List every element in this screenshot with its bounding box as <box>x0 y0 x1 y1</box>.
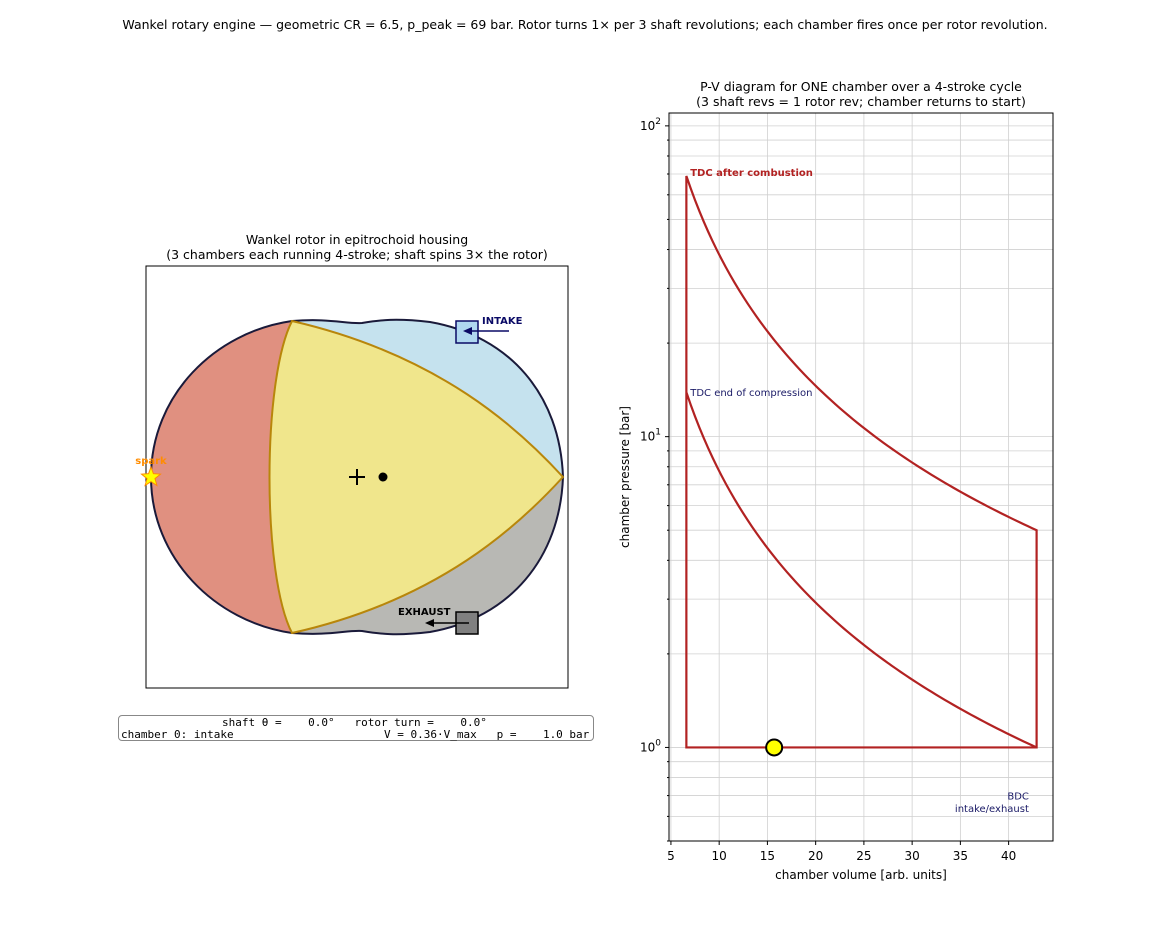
intake-arrow-icon <box>463 327 509 335</box>
spark-star-icon <box>140 465 162 487</box>
x-tick-label: 40 <box>1001 849 1016 863</box>
spark-label: spark <box>135 456 167 467</box>
chart-annotation-1: TDC end of compression <box>689 388 812 399</box>
status-line-1: shaft θ = 0.0° rotor turn = 0.0° <box>222 716 487 729</box>
chart-ylabel: chamber pressure [bar] <box>618 406 632 548</box>
pv-cycle-line <box>685 175 1038 749</box>
x-tick-label: 10 <box>712 849 727 863</box>
x-tick-label: 15 <box>760 849 775 863</box>
chamber-exhaust <box>292 477 563 635</box>
x-tick-label: 35 <box>953 849 968 863</box>
status-line-2-values: V = 0.36·V_max p = 1.0 bar <box>384 728 590 741</box>
chart-title-1: P-V diagram for ONE chamber over a 4-str… <box>700 79 1022 94</box>
x-tick-label: 30 <box>904 849 919 863</box>
chart-title-2: (3 shaft revs = 1 rotor rev; chamber ret… <box>696 94 1026 109</box>
y-tick-label: 101 <box>640 428 661 444</box>
chart-annotations: TDC after combustion TDC end of compressi… <box>689 168 1029 815</box>
chart-ticks: 5 10 15 20 25 30 35 40 100 101 102 <box>640 117 1016 863</box>
left-panel-title-1: Wankel rotor in epitrochoid housing <box>246 232 468 247</box>
x-tick-label: 20 <box>808 849 823 863</box>
status-readout-box: shaft θ = 0.0° rotor turn = 0.0° chamber… <box>118 715 594 741</box>
exhaust-label: EXHAUST <box>398 607 451 618</box>
chart-xlabel: chamber volume [arb. units] <box>775 868 947 882</box>
chamber-intake <box>292 319 563 477</box>
y-tick-label: 102 <box>640 117 661 133</box>
chart-annotation-2: BDC <box>1007 791 1029 802</box>
left-panel-title-2: (3 chambers each running 4-stroke; shaft… <box>166 247 548 262</box>
intake-label: INTAKE <box>482 316 523 327</box>
chart-axes-frame <box>668 112 1054 842</box>
chart-annotation-3: intake/exhaust <box>955 804 1029 815</box>
x-tick-label: 25 <box>856 849 871 863</box>
status-line-2-chamber: chamber 0: intake <box>121 728 234 741</box>
wankel-rotor <box>268 319 565 635</box>
eccentric-dot-icon <box>378 472 388 482</box>
chart-grid <box>669 113 1053 842</box>
exhaust-arrow-icon <box>425 619 469 627</box>
current-state-marker <box>765 738 784 757</box>
y-tick-label: 100 <box>640 738 661 754</box>
chamber-combustion <box>151 321 292 633</box>
figure-suptitle: Wankel rotary engine — geometric CR = 6.… <box>122 17 1048 32</box>
center-cross-icon <box>349 469 365 485</box>
chart-annotation-0: TDC after combustion <box>690 168 813 179</box>
x-tick-label: 5 <box>667 849 675 863</box>
